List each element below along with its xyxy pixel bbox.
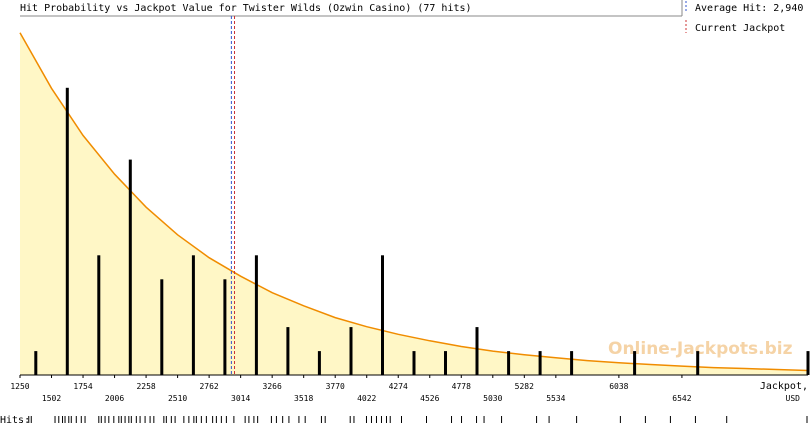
x-tick-label: 1502 (42, 394, 61, 403)
x-tick-label: 4526 (420, 394, 439, 403)
hit-bar (507, 351, 511, 375)
x-tick-label: 4778 (452, 382, 471, 391)
x-tick-label: 2258 (136, 382, 155, 391)
probability-fill (20, 32, 808, 376)
watermark: Online-Jackpots.biz (608, 339, 793, 359)
hit-bar (128, 159, 132, 375)
x-tick-label: 5282 (515, 382, 534, 391)
hits-rug (28, 416, 808, 423)
x-tick-label: 3014 (231, 394, 250, 403)
legend-current-label: Current Jackpot (695, 23, 785, 34)
legend: Average Hit: 2,940 Current Jackpot (685, 1, 803, 34)
hit-bar (475, 327, 479, 375)
hit-bar (538, 351, 542, 375)
hit-bar (223, 279, 227, 375)
x-tick-label: 2762 (199, 382, 218, 391)
hit-bar (254, 255, 258, 375)
hit-bar (696, 351, 700, 375)
x-axis-unit: USD (786, 394, 801, 403)
hit-bar (160, 279, 164, 375)
probability-curve (19, 32, 809, 372)
x-tick-label: 1754 (73, 382, 92, 391)
hits-label: Hits: (0, 415, 30, 425)
hit-bar (444, 351, 447, 375)
hit-bar (97, 255, 101, 375)
x-axis-label: Jackpot, (760, 381, 808, 392)
hit-bar (633, 351, 637, 375)
x-tick-label: 5030 (483, 394, 502, 403)
hit-bar (381, 255, 384, 375)
x-tick-label: 2006 (105, 394, 124, 403)
x-tick-label: 6542 (672, 394, 691, 403)
x-tick-label: 4022 (357, 394, 376, 403)
x-tick-label: 1250 (10, 382, 29, 391)
x-tick-label: 3770 (326, 382, 345, 391)
curve-line (19, 32, 809, 372)
x-tick-label: 4274 (389, 382, 408, 391)
x-axis-ticks: 1250 1754 2258 2762 3266 3770 4274 4778 5282 6038… (10, 375, 692, 403)
hit-bar (317, 351, 321, 375)
hit-bar (191, 255, 195, 375)
area-fill (20, 32, 808, 376)
legend-average-label: Average Hit: 2,940 (695, 3, 803, 14)
hit-bar (412, 351, 416, 375)
x-tick-label: 3266 (263, 382, 282, 391)
x-tick-label: 3518 (294, 394, 313, 403)
hit-bar (349, 327, 353, 375)
hit-bar (570, 351, 574, 375)
chart-title: Hit Probability vs Jackpot Value for Twi… (20, 3, 472, 14)
x-tick-label: 5534 (546, 394, 565, 403)
x-tick-label: 2510 (168, 394, 187, 403)
hit-bar (65, 87, 69, 376)
hit-bars (34, 87, 810, 376)
x-tick-label: 6038 (609, 382, 628, 391)
hit-bar (286, 327, 290, 375)
hit-bar (34, 351, 38, 375)
hit-bar (806, 351, 810, 375)
